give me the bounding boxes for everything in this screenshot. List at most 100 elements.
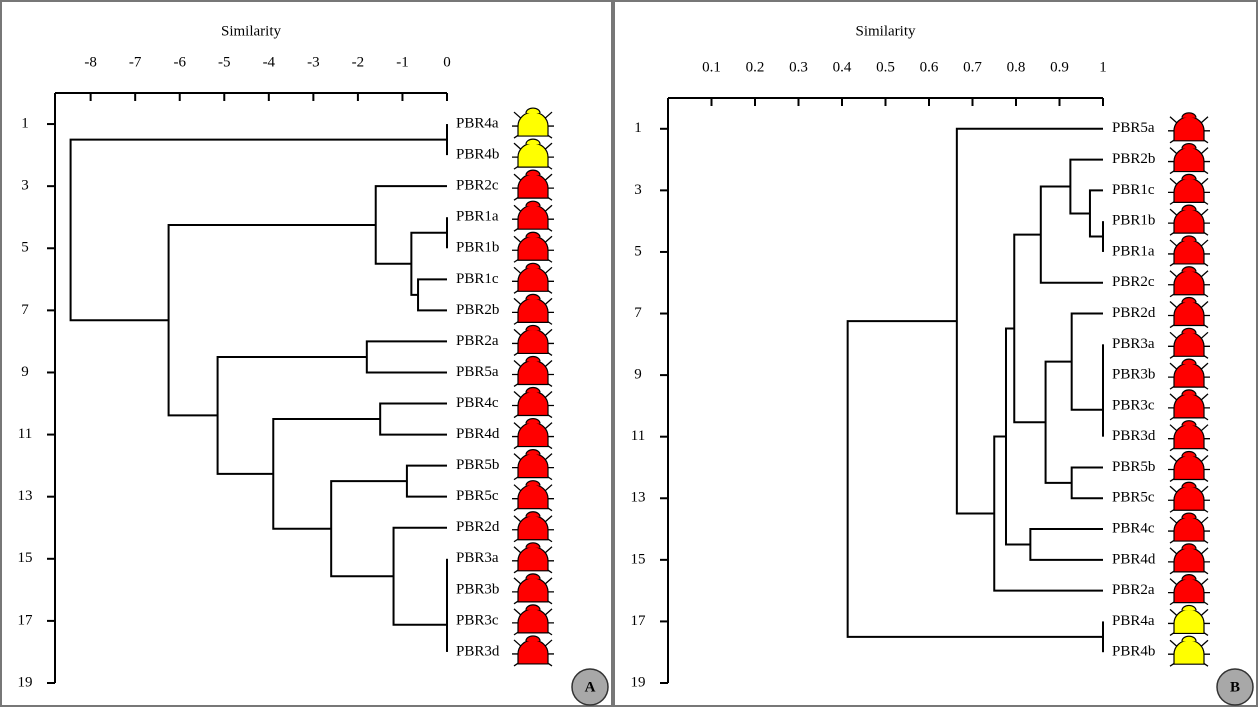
x-tick-label: 0.4 (833, 59, 852, 75)
icon-head (526, 325, 540, 330)
dendrogram-link (1090, 190, 1103, 236)
icon-body (1174, 271, 1204, 295)
leaf-label: PBR1c (456, 271, 499, 287)
icon-body (1174, 209, 1204, 233)
y-tick-label: 5 (21, 240, 29, 256)
y-tick-label: 1 (634, 120, 642, 136)
leaf-icon (512, 512, 554, 542)
icon-body (1174, 332, 1204, 356)
icon-head (526, 419, 540, 424)
leaf-label: PBR1c (1112, 182, 1155, 198)
leaf-icon (1168, 513, 1210, 543)
icon-head (1182, 544, 1196, 549)
leaf-label: PBR5c (456, 488, 499, 504)
dendrogram-link (394, 528, 447, 625)
icon-body (518, 578, 548, 602)
icon-body (518, 112, 548, 136)
dendrogram-link (1070, 160, 1103, 214)
icon-head (1182, 513, 1196, 518)
leaf-label: PBR2a (1112, 582, 1155, 598)
axis-title: Similarity (856, 23, 917, 39)
leaf-icon (1168, 636, 1210, 666)
icon-body (518, 547, 548, 571)
dendrogram-link (957, 129, 1103, 514)
leaf-icon (1168, 544, 1210, 574)
leaf-label: PBR2d (456, 519, 500, 535)
x-tick-label: 1 (1099, 59, 1107, 75)
x-tick-label: 0.9 (1050, 59, 1069, 75)
leaf-label: PBR3a (1112, 336, 1155, 352)
leaf-label: PBR5b (456, 457, 499, 473)
icon-body (1174, 425, 1204, 449)
icon-body (518, 360, 548, 384)
x-tick-label: -3 (307, 54, 320, 70)
y-tick-label: 7 (21, 302, 29, 318)
icon-head (1182, 359, 1196, 364)
y-tick-label: 19 (18, 674, 33, 690)
leaf-icon (1168, 174, 1210, 204)
dendrogram-link (218, 357, 367, 474)
leaf-icon (1168, 205, 1210, 235)
x-tick-label: -8 (84, 54, 97, 70)
axis-title: Similarity (221, 23, 282, 39)
icon-body (518, 205, 548, 229)
leaf-label: PBR4a (456, 115, 499, 131)
leaf-icon (512, 139, 554, 169)
icon-head (1182, 482, 1196, 487)
leaf-icon (512, 232, 554, 262)
icon-head (1182, 205, 1196, 210)
icon-head (1182, 328, 1196, 333)
x-tick-label: 0.8 (1007, 59, 1026, 75)
y-tick-label: 17 (18, 612, 34, 628)
icon-body (1174, 579, 1204, 603)
icon-head (526, 108, 540, 113)
icon-body (1174, 148, 1204, 172)
y-tick-label: 7 (634, 305, 642, 321)
icon-body (518, 298, 548, 322)
leaf-icon (1168, 236, 1210, 266)
leaf-label: PBR2d (1112, 305, 1156, 321)
dendrogram-link (407, 466, 447, 497)
dendrogram-link (1072, 314, 1103, 410)
leaf-label: PBR4c (1112, 520, 1155, 536)
leaf-icon (512, 543, 554, 573)
leaf-icon (1168, 421, 1210, 451)
icon-head (1182, 575, 1196, 580)
icon-head (1182, 174, 1196, 179)
icon-head (526, 388, 540, 393)
leaf-icon (512, 294, 554, 324)
icon-head (526, 512, 540, 517)
leaf-icon (1168, 328, 1210, 358)
icon-head (1182, 144, 1196, 149)
leaf-icon (1168, 144, 1210, 174)
leaf-icon (512, 388, 554, 418)
icon-head (526, 605, 540, 610)
leaf-label: PBR2c (1112, 274, 1155, 290)
dendrogram-link (994, 436, 1103, 590)
icon-head (1182, 267, 1196, 272)
dendrogram-link (1046, 362, 1072, 483)
leaf-label: PBR4b (1112, 644, 1155, 660)
icon-head (526, 356, 540, 361)
icon-head (1182, 390, 1196, 395)
leaf-icon (1168, 482, 1210, 512)
icon-head (1182, 421, 1196, 426)
dendrogram-link (1072, 467, 1103, 498)
leaf-label: PBR2a (456, 333, 499, 349)
y-tick-label: 11 (631, 428, 645, 444)
icon-head (1182, 236, 1196, 241)
leaf-icon (1168, 605, 1210, 635)
icon-head (526, 543, 540, 548)
icon-head (526, 636, 540, 641)
icon-body (1174, 609, 1204, 633)
icon-body (518, 143, 548, 167)
icon-head (526, 201, 540, 206)
icon-body (1174, 486, 1204, 510)
dendrogram-link (71, 140, 447, 321)
y-tick-label: 3 (21, 178, 29, 194)
leaf-label: PBR2c (456, 178, 499, 194)
leaf-icon (1168, 390, 1210, 420)
leaf-icon (1168, 451, 1210, 481)
dendrogram-link (1006, 328, 1030, 544)
y-tick-label: 17 (631, 613, 647, 629)
